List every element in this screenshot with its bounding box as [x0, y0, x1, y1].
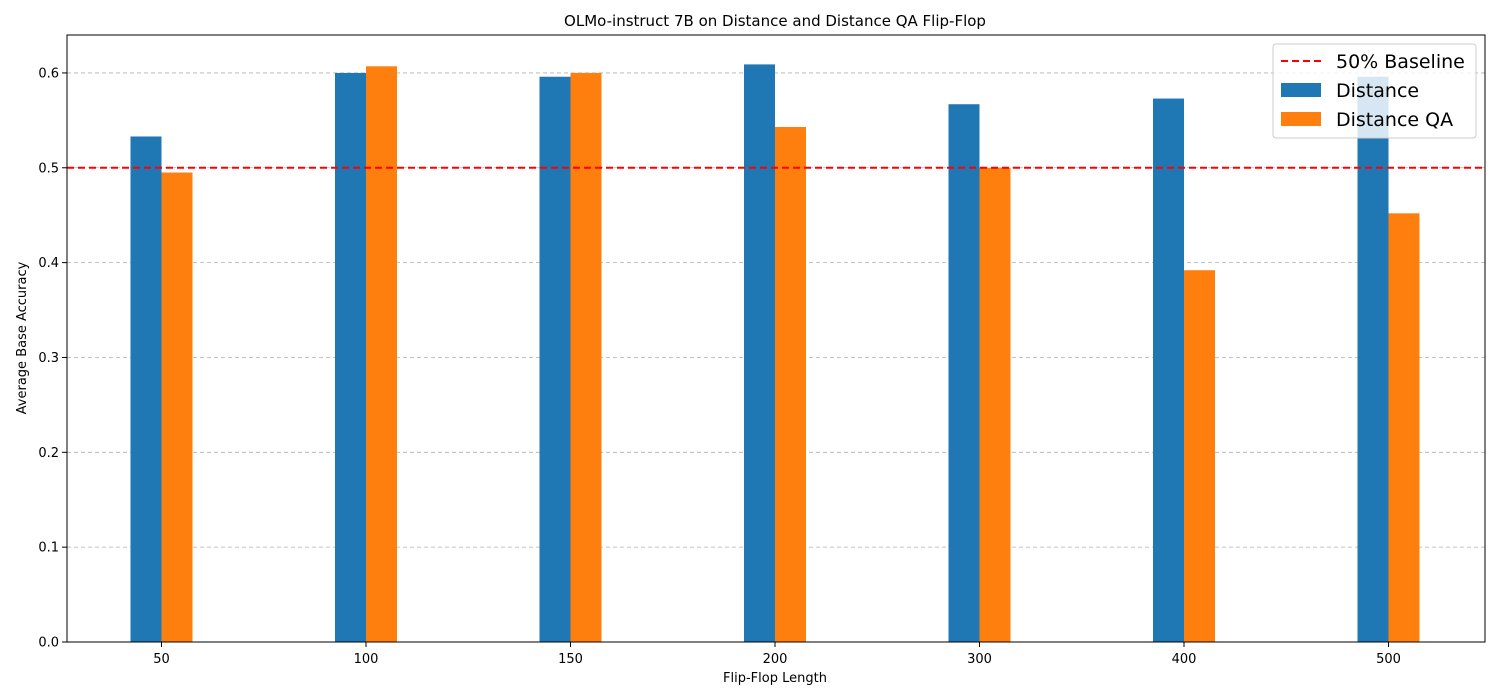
- x-tick-label: 200: [763, 652, 788, 667]
- y-tick-label: 0.2: [38, 446, 59, 461]
- chart-title: OLMo-instruct 7B on Distance and Distanc…: [564, 12, 986, 30]
- x-tick-label: 300: [967, 652, 992, 667]
- bar-distance-500: [1357, 76, 1389, 642]
- x-axis-ticks: 50 100 150 200 300 400 500: [153, 642, 1401, 667]
- y-tick-label: 0.1: [38, 541, 59, 556]
- y-tick-label: 0.0: [38, 636, 59, 651]
- bar-distance-200: [744, 64, 775, 643]
- x-tick-label: 150: [558, 652, 583, 667]
- legend-box: [1272, 43, 1477, 139]
- y-tick-label: 0.4: [38, 256, 59, 271]
- y-axis-ticks: 0.0 0.1 0.2 0.3 0.4 0.5 0.6: [38, 66, 67, 651]
- bar-distance-qa-150: [570, 72, 602, 642]
- legend: 50% Baseline Distance Distance QA: [1272, 43, 1477, 139]
- legend-baseline-label: 50% Baseline: [1336, 51, 1465, 73]
- bar-distance-qa-300: [979, 167, 1011, 642]
- legend-label-distance-qa: Distance QA: [1336, 109, 1453, 131]
- legend-label-distance: Distance: [1336, 80, 1419, 102]
- y-tick-label: 0.5: [38, 161, 59, 176]
- bar-distance-300: [948, 104, 980, 642]
- bar-distance-qa-200: [775, 126, 806, 643]
- bars: [130, 64, 1420, 643]
- legend-swatch-distance-qa: [1281, 112, 1321, 126]
- bar-distance-400: [1153, 98, 1184, 643]
- x-tick-label: 50: [153, 652, 170, 667]
- x-tick-label: 500: [1376, 652, 1401, 667]
- x-tick-label: 100: [354, 652, 379, 667]
- x-tick-label: 400: [1172, 652, 1197, 667]
- plot-frame: [66, 34, 1486, 643]
- y-axis-label: Average Base Accuracy: [15, 261, 30, 414]
- bar-distance-150: [539, 76, 571, 642]
- bar-distance-qa-500: [1388, 213, 1420, 642]
- y-tick-label: 0.3: [38, 351, 59, 366]
- bar-distance-qa-50: [161, 172, 193, 642]
- y-tick-label: 0.6: [38, 66, 59, 81]
- legend-swatch-distance: [1281, 83, 1321, 97]
- bar-distance-100: [335, 72, 366, 642]
- bar-distance-50: [130, 136, 162, 642]
- x-axis-label: Flip-Flop Length: [723, 671, 827, 686]
- bar-distance-qa-400: [1184, 270, 1215, 642]
- bar-distance-qa-100: [366, 66, 397, 642]
